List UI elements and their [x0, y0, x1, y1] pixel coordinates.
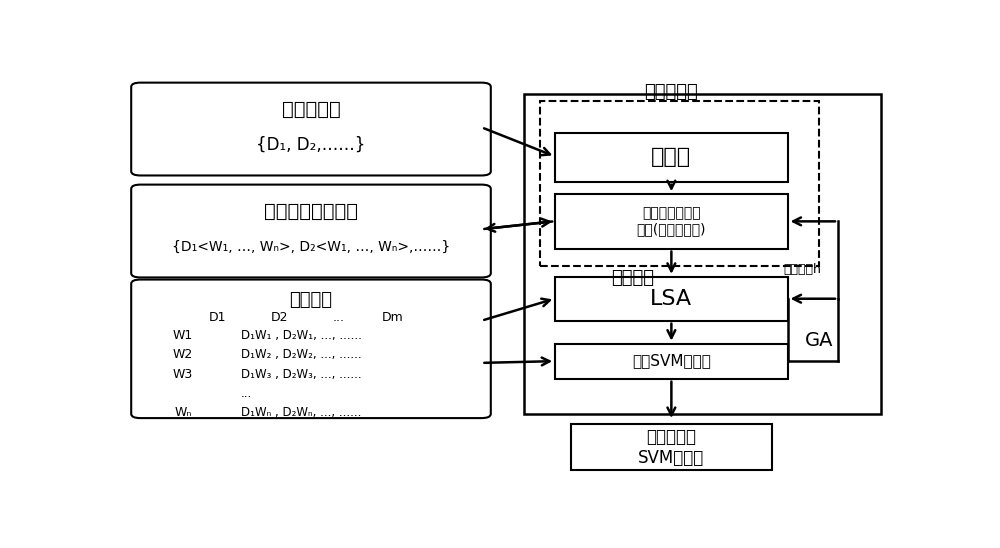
Text: 消歧义: 消歧义 [651, 147, 691, 167]
FancyBboxPatch shape [131, 279, 491, 418]
Text: D₁Wₙ , D₂Wₙ, ..., ......: D₁Wₙ , D₂Wₙ, ..., ...... [241, 406, 362, 419]
Text: 文本预处理: 文本预处理 [644, 83, 698, 101]
FancyBboxPatch shape [555, 133, 788, 182]
FancyBboxPatch shape [555, 194, 788, 249]
Text: Dm: Dm [382, 311, 403, 324]
Text: 调整参数h: 调整参数h [783, 263, 821, 276]
Text: 特征矩阵: 特征矩阵 [290, 290, 332, 309]
Text: 效果最佳的
SVM分类器: 效果最佳的 SVM分类器 [638, 428, 704, 467]
FancyBboxPatch shape [555, 277, 788, 321]
Text: W3: W3 [173, 368, 193, 381]
FancyBboxPatch shape [131, 83, 491, 175]
Text: {D₁<W₁, …, Wₙ>, D₂<W₁, …, Wₙ>,……}: {D₁<W₁, …, Wₙ>, D₂<W₁, …, Wₙ>,……} [172, 240, 450, 254]
Text: LSA: LSA [650, 289, 692, 309]
Text: Wₙ: Wₙ [174, 406, 192, 419]
FancyBboxPatch shape [131, 185, 491, 277]
FancyBboxPatch shape [555, 344, 788, 379]
Text: 训练SVM分类器: 训练SVM分类器 [632, 353, 711, 369]
Text: {D₁, D₂,……}: {D₁, D₂,……} [256, 136, 366, 154]
Text: GA: GA [804, 330, 833, 350]
Text: D₁W₃ , D₂W₃, ..., ......: D₁W₃ , D₂W₃, ..., ...... [241, 368, 362, 381]
Text: W1: W1 [173, 329, 193, 342]
Text: 文本数据集: 文本数据集 [282, 100, 340, 119]
Text: W2: W2 [173, 349, 193, 361]
FancyBboxPatch shape [571, 424, 772, 470]
Text: ...: ... [332, 311, 344, 324]
Text: D2: D2 [271, 311, 289, 324]
Text: D₁W₁ , D₂W₁, ..., ......: D₁W₁ , D₂W₁, ..., ...... [241, 329, 362, 342]
Text: 特征提取: 特征提取 [611, 270, 654, 288]
Text: 取上下位词和同
义词(考虑相似度): 取上下位词和同 义词(考虑相似度) [637, 206, 706, 236]
Text: D₁W₂ , D₂W₂, ..., ......: D₁W₂ , D₂W₂, ..., ...... [241, 349, 362, 361]
Text: ...: ... [241, 387, 252, 400]
Text: 预处理后的文本集: 预处理后的文本集 [264, 202, 358, 221]
FancyBboxPatch shape [540, 101, 819, 266]
FancyBboxPatch shape [524, 94, 881, 414]
Text: D1: D1 [209, 311, 227, 324]
